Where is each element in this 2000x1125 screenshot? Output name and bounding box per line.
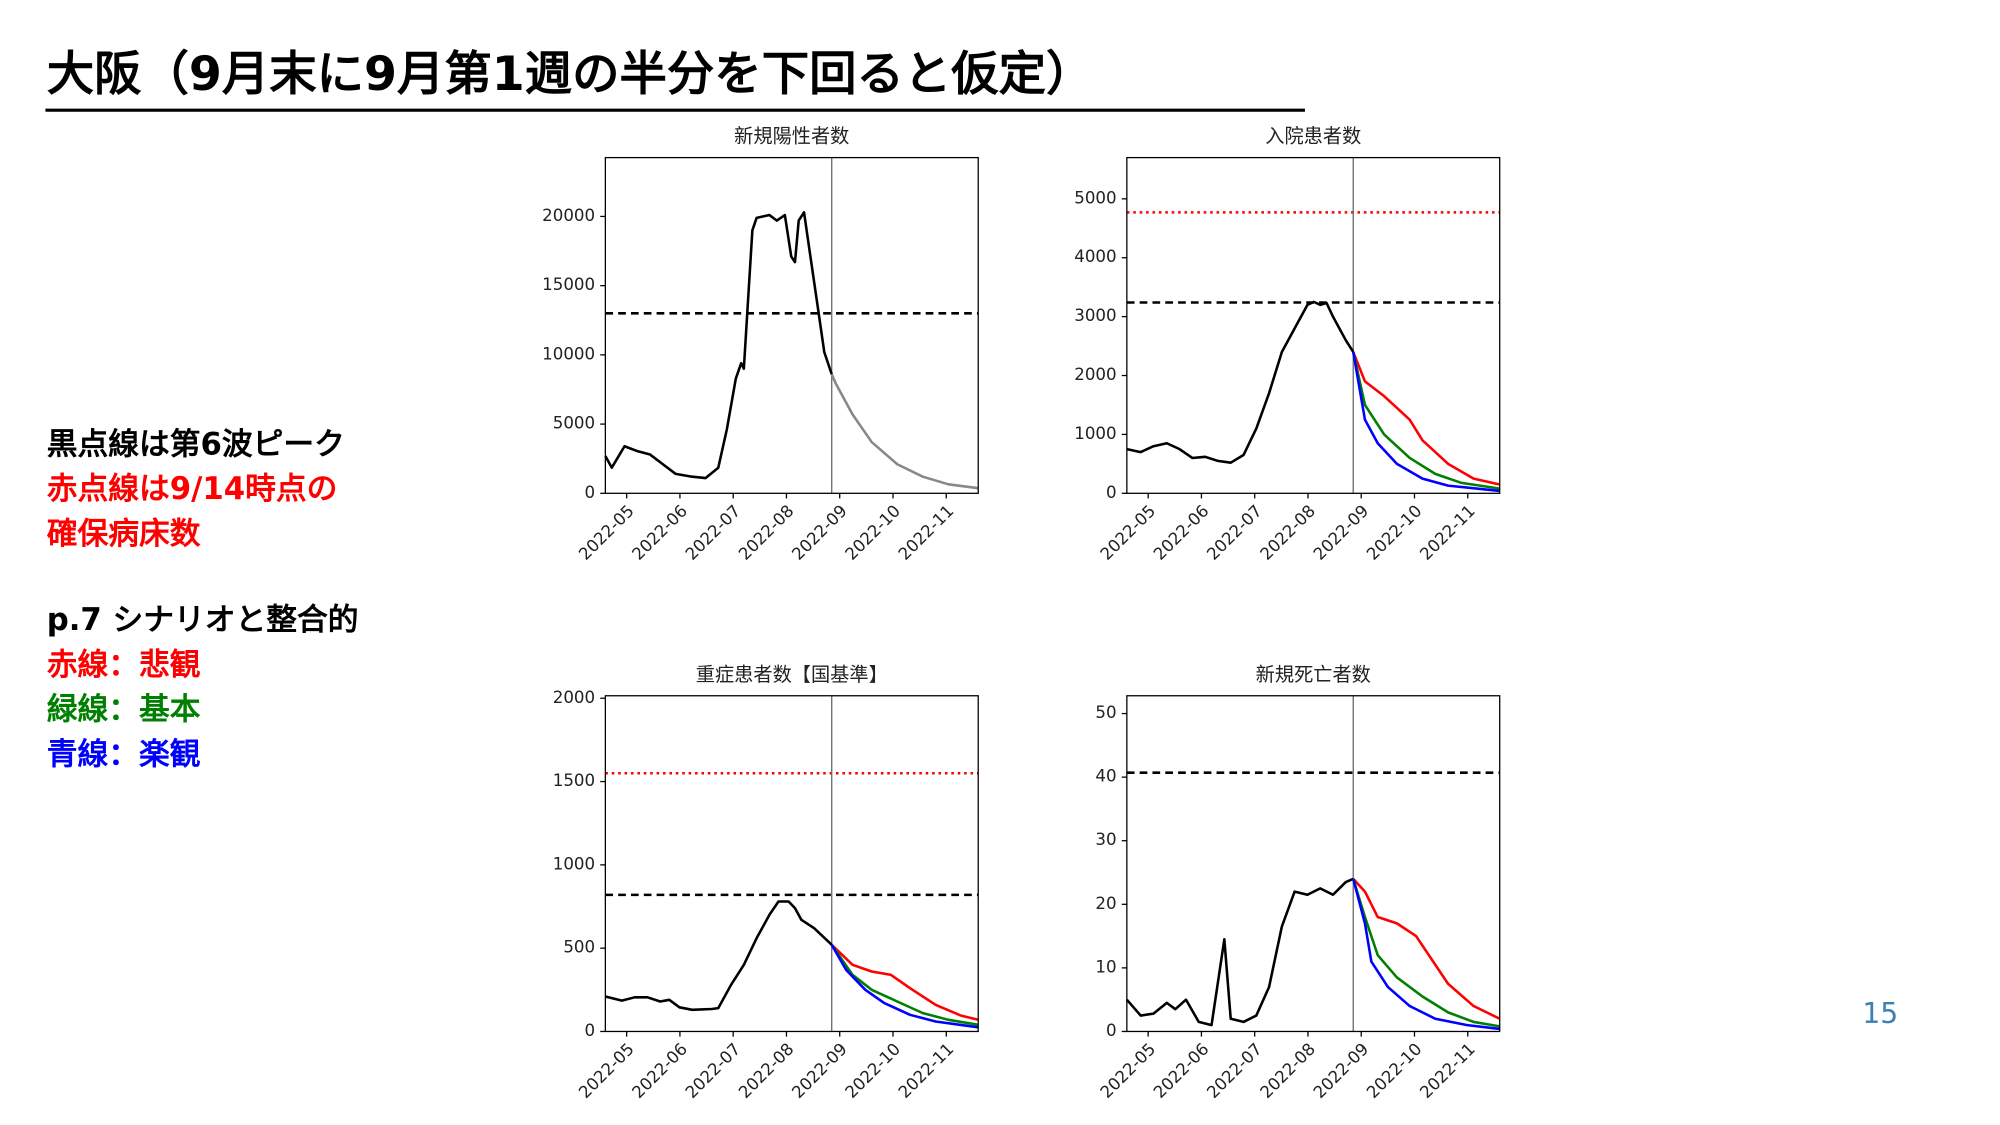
chart-title: 新規死亡者数 bbox=[1256, 663, 1371, 686]
note-line: p.7 シナリオと整合的 bbox=[47, 602, 359, 638]
series-line bbox=[1352, 878, 1500, 1028]
note-line: 黒点線は第6波ピーク bbox=[47, 426, 345, 462]
y-tick-label: 1000 bbox=[1074, 424, 1116, 443]
series-line bbox=[604, 211, 833, 480]
note-line: 赤点線は9/14時点の bbox=[47, 471, 338, 507]
y-tick-label: 2000 bbox=[553, 688, 595, 707]
y-tick-label: 0 bbox=[1106, 1021, 1117, 1040]
y-tick-label: 3000 bbox=[1074, 306, 1116, 325]
y-tick-label: 20 bbox=[1095, 894, 1116, 913]
series-line bbox=[1352, 351, 1500, 486]
note-line: 青線：楽観 bbox=[47, 736, 201, 772]
plot-frame bbox=[604, 695, 979, 1033]
y-tick-label: 10000 bbox=[542, 344, 595, 363]
y-tick-label: 2000 bbox=[1074, 365, 1116, 384]
y-tick-label: 1500 bbox=[553, 771, 595, 790]
series-line bbox=[830, 944, 979, 1029]
y-tick-label: 40 bbox=[1095, 767, 1116, 786]
y-tick-label: 50 bbox=[1095, 703, 1116, 722]
chart-title: 入院患者数 bbox=[1265, 125, 1361, 148]
page-number: 15 bbox=[1862, 997, 1898, 1030]
y-tick-label: 5000 bbox=[1074, 188, 1116, 207]
plot-frame bbox=[604, 156, 979, 494]
series-line bbox=[1351, 878, 1500, 1031]
y-tick-label: 0 bbox=[585, 483, 596, 502]
y-tick-label: 0 bbox=[1106, 483, 1117, 502]
series-line bbox=[1351, 351, 1500, 490]
y-tick-label: 500 bbox=[563, 938, 595, 957]
y-tick-label: 5000 bbox=[553, 414, 595, 433]
y-tick-label: 20000 bbox=[542, 206, 595, 225]
y-tick-label: 0 bbox=[585, 1021, 596, 1040]
chart-title: 新規陽性者数 bbox=[734, 125, 849, 148]
series-line bbox=[1352, 878, 1501, 1020]
plot-frame bbox=[1126, 156, 1501, 494]
series-line bbox=[1126, 300, 1355, 464]
plot-frame bbox=[1126, 695, 1501, 1033]
series-line bbox=[830, 943, 979, 1022]
series-line bbox=[1351, 351, 1500, 493]
y-tick-label: 10 bbox=[1095, 957, 1116, 976]
note-line: 確保病床数 bbox=[47, 516, 201, 552]
y-tick-label: 1000 bbox=[553, 854, 595, 873]
series-line bbox=[605, 900, 833, 1012]
series-line bbox=[1125, 877, 1354, 1027]
chart-title: 重症患者数【国基準】 bbox=[696, 663, 888, 686]
note-line: 赤線：悲観 bbox=[47, 647, 201, 683]
y-tick-label: 4000 bbox=[1074, 247, 1116, 266]
y-tick-label: 15000 bbox=[542, 275, 595, 294]
note-line: 緑線：基本 bbox=[47, 692, 201, 728]
series-line bbox=[830, 373, 979, 490]
slide-title: 大阪（9月末に9月第1週の半分を下回ると仮定） bbox=[47, 47, 1094, 102]
y-tick-label: 30 bbox=[1095, 830, 1116, 849]
